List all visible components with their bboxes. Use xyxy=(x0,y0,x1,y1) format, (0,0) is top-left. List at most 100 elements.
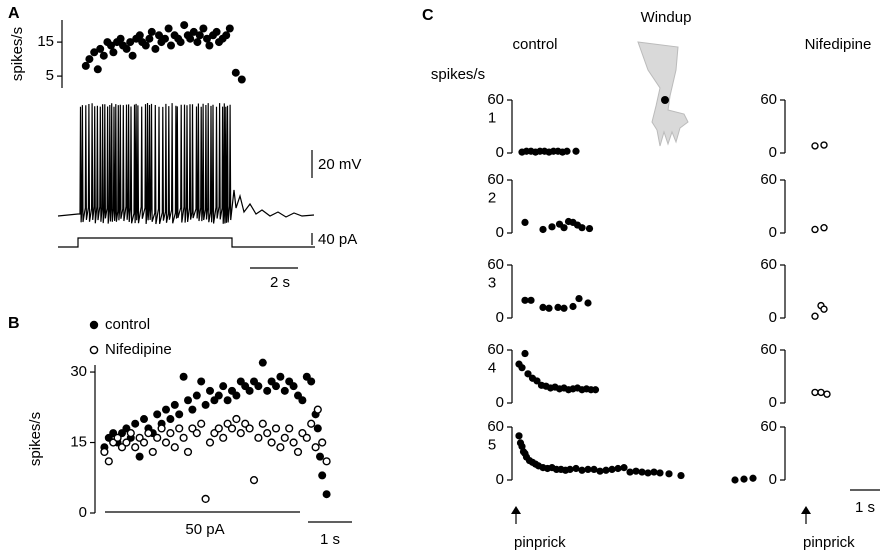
y-tick-label: 0 xyxy=(79,504,87,521)
data-point xyxy=(614,464,622,473)
y-tick-label: 0 xyxy=(769,471,777,488)
data-point xyxy=(650,468,658,476)
panel-label: C xyxy=(422,7,434,24)
data-point xyxy=(107,41,115,50)
data-point xyxy=(225,24,234,33)
data-point xyxy=(131,419,140,428)
panel-label: B xyxy=(8,315,20,332)
data-point xyxy=(189,27,198,36)
data-point xyxy=(153,410,162,419)
data-point xyxy=(186,34,195,43)
data-point xyxy=(817,388,825,397)
data-point xyxy=(206,386,214,395)
data-point xyxy=(199,24,208,33)
data-point xyxy=(272,382,280,391)
data-point xyxy=(289,382,298,391)
data-point xyxy=(318,438,327,447)
data-point xyxy=(539,225,547,234)
data-point xyxy=(318,471,327,480)
y-tick-label: 60 xyxy=(487,341,504,358)
data-point xyxy=(245,424,254,433)
data-point xyxy=(167,41,175,50)
data-point xyxy=(656,469,664,477)
data-point xyxy=(183,447,193,457)
data-point xyxy=(518,364,526,372)
stimulus-label: pinprick xyxy=(803,534,855,551)
y-tick-label: 15 xyxy=(70,433,87,450)
y-tick-label: 60 xyxy=(487,418,504,435)
data-point xyxy=(632,467,640,475)
data-point xyxy=(164,24,173,33)
data-point xyxy=(575,294,583,303)
data-point xyxy=(267,438,276,447)
data-point xyxy=(293,447,303,457)
data-point xyxy=(584,465,592,473)
row-label: 4 xyxy=(488,359,496,376)
y-tick-label: 60 xyxy=(760,256,777,273)
data-point xyxy=(298,396,307,405)
y-tick-label: 60 xyxy=(760,341,777,358)
data-point xyxy=(153,433,162,442)
data-point xyxy=(104,457,113,466)
y-tick-label: 0 xyxy=(769,394,777,411)
data-point xyxy=(93,65,102,74)
arrow-head xyxy=(801,506,811,514)
legend-label: control xyxy=(105,316,150,333)
data-point xyxy=(219,382,228,391)
y-tick-label: 0 xyxy=(769,309,777,326)
data-point xyxy=(249,476,259,485)
data-point xyxy=(201,494,210,504)
data-point xyxy=(155,31,163,40)
data-point xyxy=(524,370,532,378)
data-point xyxy=(197,377,206,386)
data-point xyxy=(644,469,652,477)
data-point xyxy=(285,424,294,433)
data-point xyxy=(608,465,616,473)
data-point xyxy=(263,386,272,395)
data-point xyxy=(749,474,757,482)
data-point xyxy=(179,372,188,381)
data-point xyxy=(232,391,241,400)
data-point xyxy=(157,424,166,433)
panel-label: A xyxy=(8,5,20,22)
data-point xyxy=(175,424,184,433)
data-point xyxy=(144,429,153,438)
data-point xyxy=(126,38,135,47)
data-point xyxy=(166,429,175,438)
data-point xyxy=(205,41,214,50)
y-tick-label: 60 xyxy=(760,418,777,435)
data-point xyxy=(280,433,289,442)
data-point xyxy=(560,304,568,312)
data-point xyxy=(227,424,237,433)
y-tick-label: 0 xyxy=(496,394,504,411)
data-point xyxy=(245,386,254,395)
data-point xyxy=(539,303,547,311)
current-trace xyxy=(58,237,315,248)
data-point xyxy=(820,305,828,313)
y-axis-label: spikes/s xyxy=(27,412,44,466)
data-point xyxy=(236,429,245,438)
data-point xyxy=(820,223,828,232)
data-point xyxy=(201,400,210,409)
data-point xyxy=(584,299,592,307)
data-point xyxy=(307,419,316,428)
data-point xyxy=(545,304,553,312)
column-title: control xyxy=(512,36,557,53)
y-tick-label: 0 xyxy=(769,224,777,241)
data-point xyxy=(271,424,281,433)
data-point xyxy=(811,312,819,320)
data-point xyxy=(811,388,819,397)
data-point xyxy=(626,468,634,476)
data-point xyxy=(554,303,562,311)
data-point xyxy=(316,452,324,461)
y-tick-label: 0 xyxy=(769,144,777,161)
y-tick-label: 0 xyxy=(496,144,504,161)
scale-label: 20 mV xyxy=(318,156,361,173)
data-point xyxy=(128,51,137,60)
data-point xyxy=(560,224,568,232)
data-point xyxy=(521,296,529,304)
data-point xyxy=(195,31,204,40)
data-point xyxy=(212,27,221,36)
data-point xyxy=(113,433,122,442)
y-tick-label: 60 xyxy=(487,256,504,273)
